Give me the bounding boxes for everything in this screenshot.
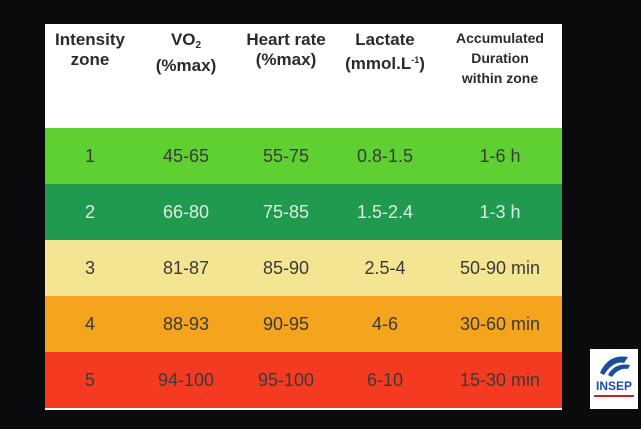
header-line: Accumulated [456, 30, 544, 46]
heart-rate-cell: 95-100 [257, 370, 315, 390]
header-text: ) [419, 54, 425, 73]
heart-rate-cell: 85-90 [262, 258, 310, 278]
vo2-cell: 66-80 [162, 202, 210, 222]
lactate-cell: 6-10 [366, 370, 404, 390]
header-line: Intensity [55, 30, 125, 49]
lactate-cell: 1.5-2.4 [356, 202, 414, 222]
vo2-cell: 81-87 [162, 258, 210, 278]
zone-cell: 4 [84, 314, 95, 334]
duration-cell: 15-30 min [459, 370, 541, 390]
duration-cell: 1-6 h [479, 146, 521, 166]
lactate-cell: 4-6 [371, 314, 398, 334]
insep-logo-text: INSEP [595, 379, 632, 393]
header-line: VO2 [141, 30, 231, 56]
header-line: (%max) [155, 56, 217, 75]
header-lactate: Lactate (mmol.L-1) [335, 30, 435, 74]
zone-cell: 2 [84, 202, 95, 222]
insep-logo: INSEP [590, 349, 638, 409]
superscript: -1 [411, 55, 420, 65]
duration-cell: 30-60 min [459, 314, 541, 334]
logo-underline [594, 395, 634, 406]
header-line: Heart rate [246, 30, 326, 49]
header-line: (%max) [255, 50, 317, 69]
header-duration: Accumulated Duration within zone [439, 28, 561, 88]
table-header: Intensity zone VO2 (%max) Heart rate (%m… [45, 24, 562, 127]
heart-rate-cell: 75-85 [262, 202, 310, 222]
vo2-cell: 88-93 [162, 314, 210, 334]
subscript: 2 [195, 40, 202, 51]
lactate-cell: 0.8-1.5 [356, 146, 414, 166]
slide: Intensity zone VO2 (%max) Heart rate (%m… [45, 24, 562, 410]
header-line: Lactate [355, 30, 415, 49]
heart-rate-cell: 55-75 [262, 146, 310, 166]
vo2-cell: 94-100 [157, 370, 215, 390]
table-row: 3 81-87 85-90 2.5-4 50-90 min [45, 240, 562, 296]
header-intensity-zone: Intensity zone [45, 30, 135, 70]
lactate-cell: 2.5-4 [364, 258, 406, 278]
header-line: Duration [471, 50, 529, 66]
duration-cell: 1-3 h [479, 202, 521, 222]
header-line: within zone [461, 70, 539, 86]
zone-cell: 3 [84, 258, 95, 278]
header-line: zone [70, 50, 110, 69]
zone-cell: 5 [84, 370, 95, 390]
header-vo2: VO2 (%max) [141, 30, 231, 76]
duration-cell: 50-90 min [459, 258, 541, 278]
table-row: 5 94-100 95-100 6-10 15-30 min [45, 352, 562, 408]
insep-logo-mark-icon [594, 351, 634, 379]
header-line: (mmol.L-1) [335, 50, 435, 74]
zone-cell: 1 [84, 146, 95, 166]
table-row: 1 45-65 55-75 0.8-1.5 1-6 h [45, 128, 562, 184]
table-row: 2 66-80 75-85 1.5-2.4 1-3 h [45, 184, 562, 240]
heart-rate-cell: 90-95 [262, 314, 310, 334]
header-text: (mmol.L [345, 54, 412, 73]
table-row: 4 88-93 90-95 4-6 30-60 min [45, 296, 562, 352]
header-heart-rate: Heart rate (%max) [231, 30, 341, 70]
vo2-cell: 45-65 [162, 146, 210, 166]
header-text: VO [170, 30, 196, 49]
